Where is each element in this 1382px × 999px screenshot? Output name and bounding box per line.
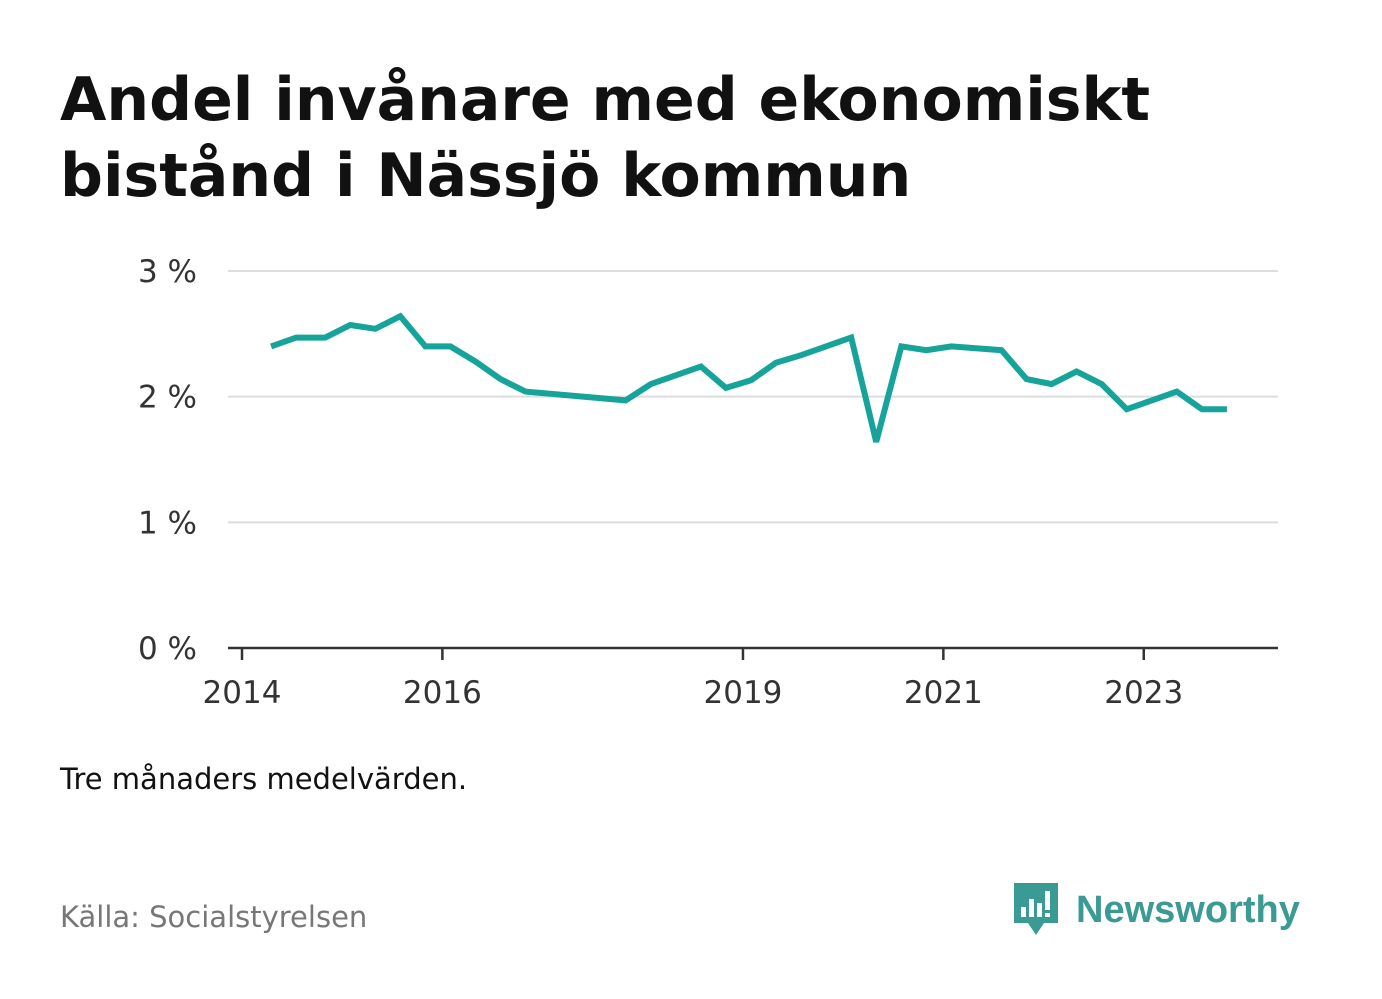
source-label: Källa: Socialstyrelsen (60, 900, 368, 934)
x-tick-label: 2019 (704, 675, 783, 711)
x-axis: 2014 2016 2019 2021 2023 (203, 646, 1278, 711)
data-point (372, 326, 378, 332)
data-point (848, 335, 854, 341)
data-point (748, 377, 754, 383)
series-line (270, 312, 1227, 443)
data-point (293, 335, 299, 341)
y-tick-label: 2 % (138, 380, 197, 416)
data-point (923, 347, 929, 353)
x-tick-label: 2014 (203, 675, 282, 711)
data-point (723, 385, 729, 391)
data-point (1174, 389, 1180, 395)
chart-title: Andel invånare med ekonomiskt bistånd i … (60, 65, 1151, 211)
data-point (397, 313, 403, 319)
grid-lines (228, 270, 1278, 524)
data-point (498, 376, 504, 382)
chart-note: Tre månaders medelvärden. (60, 762, 468, 796)
data-point (1124, 406, 1130, 412)
brand-logo: Newsworthy (1010, 878, 1300, 942)
data-point (999, 347, 1005, 353)
data-point (447, 343, 453, 349)
data-point (648, 381, 654, 387)
data-point (623, 397, 629, 403)
brand-name: Newsworthy (1076, 888, 1300, 931)
data-point (1099, 381, 1105, 387)
data-point (873, 439, 879, 445)
data-point (1024, 376, 1030, 382)
data-point (422, 343, 428, 349)
y-tick-label: 0 % (138, 631, 197, 667)
data-point (698, 364, 704, 370)
y-axis-ticks: 0 % 1 % 2 % 3 % (138, 254, 197, 667)
data-point (898, 343, 904, 349)
data-point (1149, 397, 1155, 403)
y-tick-label: 3 % (138, 254, 197, 290)
data-point (673, 372, 679, 378)
y-tick-label: 1 % (138, 505, 197, 541)
data-point (523, 389, 529, 395)
series (268, 312, 1230, 445)
data-point (948, 343, 954, 349)
x-tick-label: 2016 (403, 675, 482, 711)
data-point (322, 335, 328, 341)
data-point (347, 322, 353, 328)
data-point (268, 343, 274, 349)
data-point (1199, 406, 1205, 412)
x-tick-label: 2021 (904, 675, 983, 711)
newsworthy-logo-icon (1014, 883, 1058, 935)
data-point (798, 352, 804, 358)
x-tick-label: 2023 (1104, 675, 1183, 711)
data-point (773, 360, 779, 366)
data-point (1049, 381, 1055, 387)
data-point (473, 359, 479, 365)
data-point (1224, 406, 1230, 412)
data-point (1074, 369, 1080, 375)
